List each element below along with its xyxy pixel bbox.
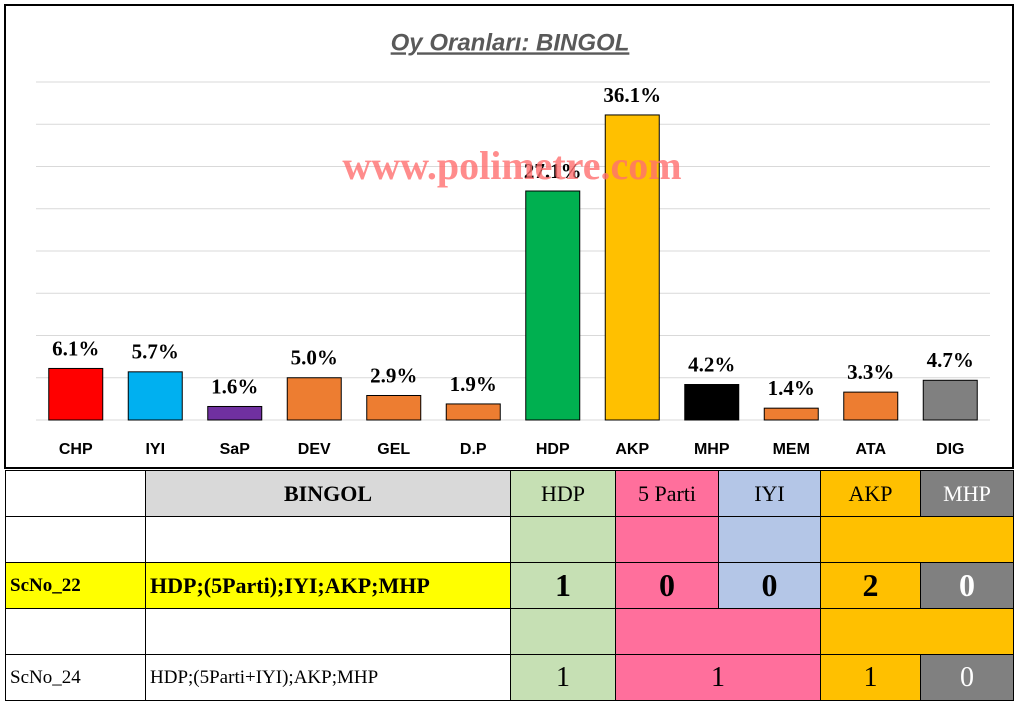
bar bbox=[763, 407, 819, 421]
blank-row bbox=[5, 516, 1014, 563]
bar bbox=[525, 190, 581, 421]
cell: 2 bbox=[820, 562, 921, 609]
x-tick-label: ATA bbox=[855, 441, 886, 458]
row: ScNo_24 HDP;(5Parti+IYI);AKP;MHP 1 1 1 0 bbox=[5, 654, 1014, 701]
cell: ScNo_22 bbox=[5, 562, 146, 609]
cell: 0 bbox=[615, 562, 719, 609]
cell: HDP;(5Parti);IYI;AKP;MHP bbox=[145, 562, 511, 609]
cell: 0 bbox=[920, 654, 1014, 701]
value-label: 1.6% bbox=[211, 374, 258, 398]
value-label: 4.7% bbox=[927, 348, 974, 372]
value-label: 6.1% bbox=[52, 336, 99, 360]
value-label: 1.9% bbox=[450, 372, 497, 396]
x-tick-label: AKP bbox=[615, 441, 649, 458]
value-label: 1.4% bbox=[768, 376, 815, 400]
value-label: 5.0% bbox=[291, 346, 338, 370]
cell: BINGOL bbox=[145, 470, 511, 517]
bar bbox=[604, 114, 660, 421]
bar bbox=[366, 394, 422, 421]
cell: HDP;(5Parti+IYI);AKP;MHP bbox=[145, 654, 511, 701]
table: BINGOL HDP 5 Parti IYI AKP MHP ScNo_22 H… bbox=[5, 470, 1014, 701]
row: ScNo_22 HDP;(5Parti);IYI;AKP;MHP 1 0 0 2… bbox=[5, 562, 1014, 609]
x-tick-label: IYI bbox=[145, 441, 165, 458]
bar bbox=[684, 384, 740, 421]
x-tick-label: MEM bbox=[773, 441, 810, 458]
bar bbox=[445, 403, 501, 421]
watermark: www.polimetre.com bbox=[342, 143, 681, 188]
value-label: 27.1% bbox=[524, 159, 582, 183]
cell: 5 Parti bbox=[615, 470, 719, 517]
x-tick-label: MHP bbox=[694, 441, 730, 458]
value-label: 36.1% bbox=[603, 83, 661, 107]
cell: 1 bbox=[510, 562, 616, 609]
value-label: 5.7% bbox=[132, 340, 179, 364]
bar bbox=[48, 367, 104, 421]
bar bbox=[286, 377, 342, 421]
cell: HDP bbox=[510, 470, 616, 517]
page: Oy Oranları: BINGOL CHP 6.1% IYI 5.7% SaP 1.6… bbox=[4, 4, 1014, 701]
x-tick-label: CHP bbox=[59, 441, 93, 458]
bar bbox=[207, 405, 263, 421]
cell: 0 bbox=[718, 562, 821, 609]
value-label: 4.2% bbox=[688, 352, 735, 376]
x-tick-label: DEV bbox=[298, 441, 331, 458]
value-label: 3.3% bbox=[847, 360, 894, 384]
cell: 0 bbox=[920, 562, 1014, 609]
x-tick-label: D.P bbox=[460, 441, 487, 458]
chart: Oy Oranları: BINGOL CHP 6.1% IYI 5.7% SaP 1.6… bbox=[4, 4, 1014, 469]
bar bbox=[843, 391, 899, 421]
cell: AKP bbox=[820, 470, 921, 517]
x-tick-label: SaP bbox=[220, 441, 251, 458]
bar bbox=[127, 371, 183, 421]
cell bbox=[5, 470, 146, 517]
chart-title: Oy Oranları: BINGOL bbox=[391, 29, 630, 56]
x-tick-label: HDP bbox=[536, 441, 570, 458]
cell: IYI bbox=[718, 470, 821, 517]
x-tick-label: DIG bbox=[936, 441, 964, 458]
bar bbox=[922, 379, 978, 421]
cell: 1 bbox=[615, 654, 821, 701]
cell: ScNo_24 bbox=[5, 654, 146, 701]
cell: MHP bbox=[920, 470, 1014, 517]
cell: 1 bbox=[820, 654, 921, 701]
value-label: 2.9% bbox=[370, 363, 417, 387]
cell: 1 bbox=[510, 654, 616, 701]
blank-row bbox=[5, 608, 1014, 655]
x-tick-label: GEL bbox=[377, 441, 410, 458]
header-row: BINGOL HDP 5 Parti IYI AKP MHP bbox=[5, 470, 1014, 517]
